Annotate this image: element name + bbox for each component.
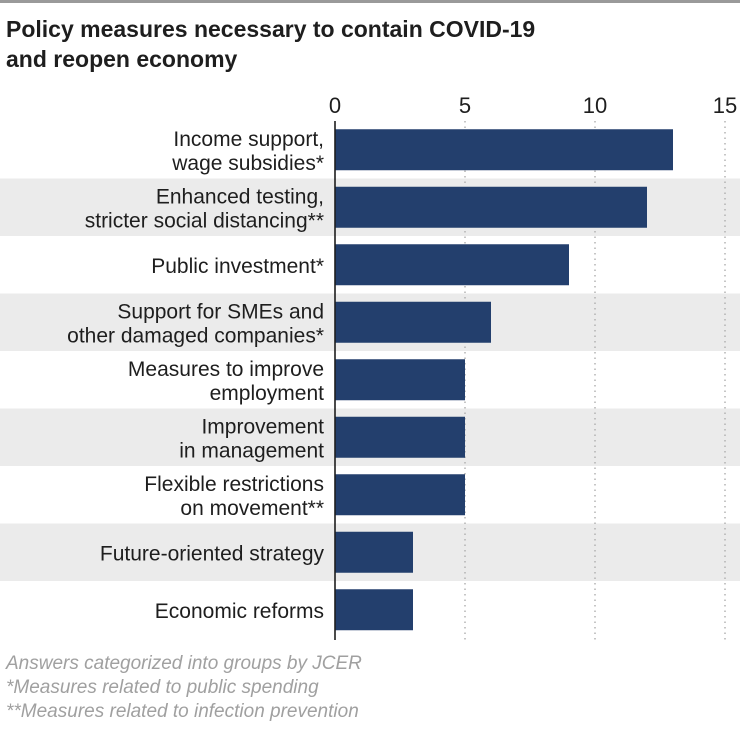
chart-title-line-2: and reopen economy: [6, 46, 238, 72]
bar: [335, 129, 673, 171]
category-label: Enhanced testing,: [156, 185, 324, 208]
category-label: Measures to improve: [128, 358, 324, 381]
category-label: wage subsidies*: [171, 152, 324, 175]
bar: [335, 244, 569, 286]
chart-title-line-1: Policy measures necessary to contain COV…: [6, 16, 536, 42]
x-tick-label: 5: [459, 93, 471, 118]
category-label: Flexible restrictions: [144, 473, 324, 496]
bar-chart: 0 5 10 15 Income support,wage subsidies* Enha…: [0, 93, 740, 640]
bar: [335, 301, 491, 343]
chart-notes: Answers categorized into groups by JCER …: [6, 652, 726, 724]
category-label: on movement**: [180, 497, 324, 520]
category-label: employment: [210, 382, 325, 405]
bar: [335, 416, 465, 458]
top-rule: [0, 0, 740, 3]
x-tick-label: 15: [713, 93, 737, 118]
category-label: stricter social distancing**: [85, 209, 324, 232]
bar: [335, 589, 413, 631]
chart-title: Policy measures necessary to contain COV…: [6, 14, 726, 74]
note-line-3: **Measures related to infection preventi…: [6, 701, 359, 722]
category-label: Economic reforms: [155, 600, 324, 623]
bar: [335, 531, 413, 573]
category-label: Improvement: [201, 415, 324, 438]
bar: [335, 474, 465, 516]
category-label: Future-oriented strategy: [100, 542, 325, 565]
note-line-1: Answers categorized into groups by JCER: [6, 653, 362, 674]
note-line-2: *Measures related to public spending: [6, 677, 319, 698]
bar: [335, 359, 465, 401]
category-label: in management: [179, 439, 324, 462]
category-label: other damaged companies*: [67, 324, 324, 347]
x-tick-label: 10: [583, 93, 607, 118]
category-label: Income support,: [173, 128, 324, 151]
x-tick-label: 0: [329, 93, 341, 118]
category-label: Public investment*: [151, 255, 324, 278]
bar: [335, 186, 647, 228]
category-label: Support for SMEs and: [117, 300, 324, 323]
